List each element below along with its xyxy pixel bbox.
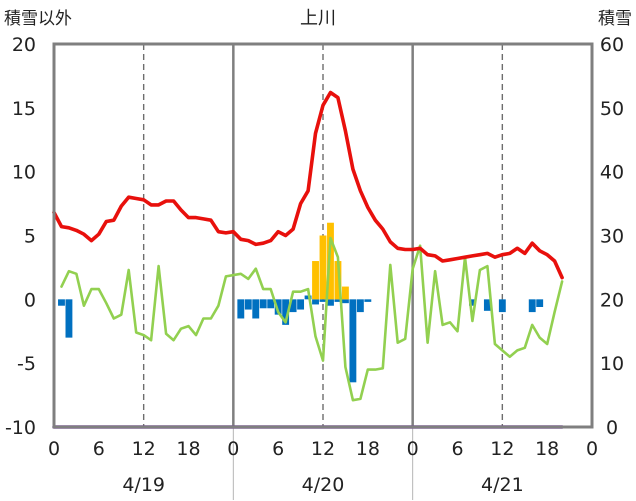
blue-bar [289, 299, 297, 313]
right-tick-label: 20 [600, 289, 624, 311]
orange-bar [334, 261, 342, 300]
blue-bar [65, 299, 73, 338]
blue-bar [483, 299, 491, 311]
blue-bar [237, 299, 245, 319]
left-tick-label: -10 [5, 417, 36, 439]
day-label: 4/19 [122, 474, 165, 496]
blue-bar [349, 299, 357, 383]
blue-bar [327, 299, 334, 306]
left-tick-label: 5 [24, 226, 36, 248]
red-line-series [52, 90, 564, 280]
blue-bar [498, 299, 506, 313]
blue-bar [536, 299, 544, 307]
left-tick-label: -5 [17, 353, 36, 375]
left-tick-label: 0 [24, 289, 36, 311]
hour-tick-label: 6 [93, 438, 105, 460]
blue-bar [356, 299, 364, 313]
hour-tick-label: 0 [407, 438, 419, 460]
hour-tick-label: 18 [176, 438, 200, 460]
right-tick-label: 40 [600, 162, 624, 184]
blue-bar [312, 299, 319, 305]
blue-bar [334, 299, 342, 302]
green-line-series [60, 236, 564, 402]
blue-bar [244, 299, 252, 310]
hour-tick-label: 18 [535, 438, 559, 460]
hour-tick-label: 6 [451, 438, 463, 460]
right-tick-label: 10 [600, 353, 624, 375]
left-axis-title: 積雪以外 [4, 9, 72, 29]
blue-bar [274, 299, 282, 315]
orange-bar [341, 286, 349, 300]
plot-frame [52, 42, 594, 429]
chart-title: 上川 [300, 8, 336, 29]
blue-bar [364, 299, 372, 302]
hour-tick-label: 12 [311, 438, 335, 460]
right-tick-label: 60 [600, 34, 624, 56]
hour-tick-label: 12 [490, 438, 514, 460]
left-tick-label: 10 [12, 162, 36, 184]
right-tick-label: 30 [600, 226, 624, 248]
blue-bar [297, 299, 305, 310]
hour-tick-label: 6 [272, 438, 284, 460]
orange-bar [327, 222, 334, 300]
blue-bar [252, 299, 260, 319]
day-label: 4/21 [481, 474, 524, 496]
blue-bar [267, 299, 275, 309]
orange-bar [312, 261, 319, 300]
blue-bar [469, 299, 476, 306]
right-tick-label: 0 [606, 417, 618, 439]
blue-bar [58, 299, 65, 306]
hour-tick-label: 0 [48, 438, 60, 460]
blue-bar [319, 299, 327, 302]
blue-bar [304, 295, 312, 300]
bars-layer [58, 222, 544, 383]
blue-bar [259, 299, 267, 309]
right-axis-title: 積雪 [598, 9, 632, 29]
hour-tick-label: 0 [227, 438, 239, 460]
day-label: 4/20 [302, 474, 345, 496]
hour-tick-label: 18 [356, 438, 380, 460]
orange-bar [319, 235, 327, 300]
right-tick-label: 50 [600, 98, 624, 120]
left-tick-label: 15 [12, 98, 36, 120]
hour-tick-label: 12 [132, 438, 156, 460]
left-tick-label: 20 [12, 34, 36, 56]
blue-bar [282, 299, 290, 325]
hour-tick-label: 0 [586, 438, 598, 460]
blue-bar [341, 299, 349, 304]
blue-bar [528, 299, 536, 313]
